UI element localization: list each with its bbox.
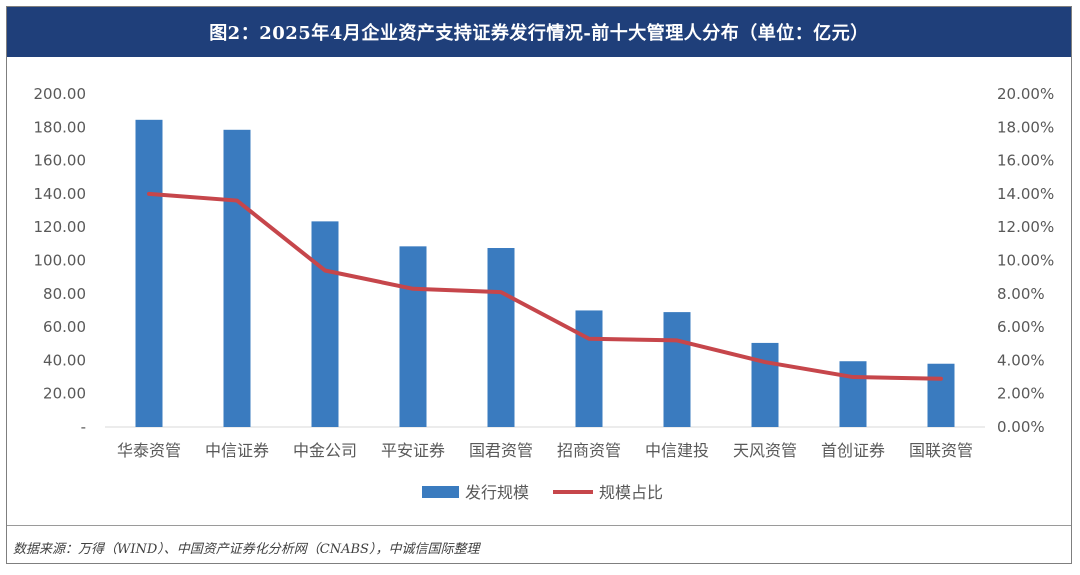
y-left-tick-label: 40.00	[43, 351, 86, 369]
x-tick-label: 招商资管	[557, 441, 621, 460]
y-right-tick-label: 12.00%	[997, 218, 1054, 236]
y-left-tick-label: 100.00	[34, 252, 87, 270]
y-left-tick-label: 200.00	[34, 85, 87, 103]
y-left-tick-label: 160.00	[34, 152, 87, 170]
x-tick-label: 华泰资管	[117, 441, 181, 460]
bar-6	[575, 310, 603, 427]
legend-bar-label: 发行规模	[465, 483, 529, 502]
y-right-tick-label: 18.00%	[997, 118, 1054, 136]
y-right-tick-label: 16.00%	[997, 152, 1054, 170]
legend-line-label: 规模占比	[599, 483, 663, 502]
source-row: 数据来源：万得（WIND）、中国资产证券化分析网（CNABS），中诚信国际整理	[7, 525, 1071, 565]
x-tick-label: 国君资管	[469, 441, 533, 460]
y-left-tick-label: 180.00	[34, 118, 87, 136]
y-right-tick-label: 4.00%	[997, 351, 1045, 369]
bar-10	[927, 363, 955, 427]
bar-9	[839, 361, 867, 427]
x-tick-label: 中信证券	[205, 441, 269, 460]
y-left-tick-label: 80.00	[43, 285, 86, 303]
legend-bar-swatch	[422, 486, 459, 498]
y-left-tick-label: 140.00	[34, 185, 87, 203]
y-left-tick-label: -	[81, 418, 86, 436]
y-left-tick-label: 60.00	[43, 318, 86, 336]
bar-2	[223, 129, 251, 428]
source-note: 数据来源：万得（WIND）、中国资产证券化分析网（CNABS），中诚信国际整理	[13, 542, 480, 557]
y-right-tick-label: 10.00%	[997, 252, 1054, 270]
bar-1	[135, 119, 163, 428]
share-line	[147, 191, 943, 381]
y-right-tick-label: 6.00%	[997, 318, 1045, 336]
chart-frame: 图2：2025年4月企业资产支持证券发行情况-前十大管理人分布（单位：亿元） 数…	[6, 6, 1072, 564]
x-tick-label: 平安证券	[381, 441, 445, 460]
x-tick-label: 中信建投	[645, 441, 709, 460]
y-right-tick-label: 2.00%	[997, 385, 1045, 403]
y-right-tick-label: 0.00%	[997, 418, 1045, 436]
y-right-tick-label: 14.00%	[997, 185, 1054, 203]
y-left-tick-label: 20.00	[43, 385, 86, 403]
chart-title: 图2：2025年4月企业资产支持证券发行情况-前十大管理人分布（单位：亿元）	[7, 7, 1071, 57]
bar-4	[399, 246, 427, 427]
bar-8	[751, 342, 779, 427]
bar-3	[311, 221, 339, 427]
y-right-tick-label: 8.00%	[997, 285, 1045, 303]
x-tick-label: 首创证券	[821, 441, 885, 460]
bar-7	[663, 312, 691, 427]
x-tick-label: 中金公司	[293, 441, 357, 460]
x-tick-label: 天风资管	[733, 441, 797, 460]
y-left-tick-label: 120.00	[34, 218, 87, 236]
x-tick-label: 国联资管	[909, 441, 973, 460]
bar-5	[487, 248, 515, 427]
y-right-tick-label: 20.00%	[997, 85, 1054, 103]
